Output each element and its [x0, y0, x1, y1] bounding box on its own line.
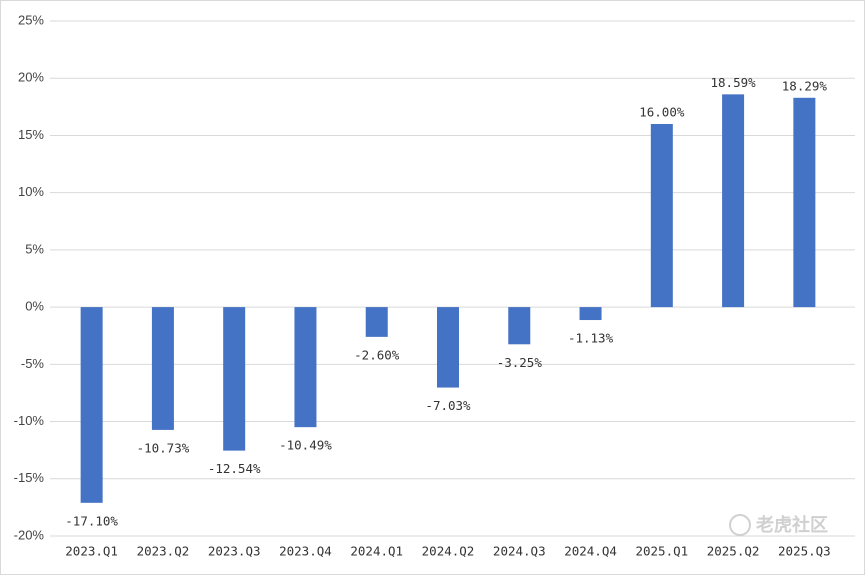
bar	[650, 124, 673, 308]
y-tick-label: 20%	[18, 70, 44, 85]
value-label: -17.10%	[65, 513, 118, 528]
x-tick-label: 2024.Q3	[493, 544, 546, 559]
y-tick-label: -15%	[14, 470, 45, 485]
value-label: -2.60%	[354, 347, 400, 362]
bar	[223, 307, 246, 451]
value-label: -12.54%	[208, 461, 261, 476]
x-tick-label: 2025.Q2	[707, 544, 760, 559]
x-tick-label: 2025.Q3	[778, 544, 831, 559]
bar	[80, 307, 103, 503]
y-tick-label: -20%	[14, 527, 45, 542]
y-tick-label: -10%	[14, 413, 45, 428]
x-tick-label: 2023.Q1	[65, 544, 118, 559]
x-tick-label: 2023.Q4	[279, 544, 332, 559]
y-tick-label: 15%	[18, 127, 44, 142]
value-label: 18.29%	[782, 78, 828, 93]
value-label: -7.03%	[425, 398, 471, 413]
x-tick-label: 2023.Q2	[137, 544, 190, 559]
bar	[365, 307, 388, 337]
watermark: 老虎社区	[756, 514, 828, 535]
watermark-icon	[729, 514, 751, 536]
value-label: -10.73%	[137, 440, 190, 455]
y-tick-label: 25%	[18, 12, 44, 27]
bar	[722, 94, 745, 308]
y-tick-label: 10%	[18, 184, 44, 199]
x-tick-label: 2025.Q1	[635, 544, 688, 559]
value-label: -10.49%	[279, 438, 332, 453]
y-tick-label: 5%	[25, 241, 44, 256]
value-label: -1.13%	[568, 331, 614, 346]
value-label: -3.25%	[497, 355, 543, 370]
bar	[508, 307, 531, 345]
y-tick-label: 0%	[25, 299, 44, 314]
bar	[579, 307, 602, 321]
x-tick-label: 2024.Q2	[422, 544, 475, 559]
bar	[793, 97, 816, 308]
bar	[151, 307, 174, 430]
bar	[437, 307, 459, 388]
value-label: 18.59%	[711, 75, 757, 90]
bar	[294, 307, 317, 428]
value-label: 16.00%	[639, 105, 685, 120]
x-tick-label: 2024.Q4	[564, 544, 617, 559]
x-tick-label: 2023.Q3	[208, 544, 261, 559]
x-tick-label: 2024.Q1	[350, 544, 403, 559]
y-tick-label: -5%	[21, 356, 45, 371]
